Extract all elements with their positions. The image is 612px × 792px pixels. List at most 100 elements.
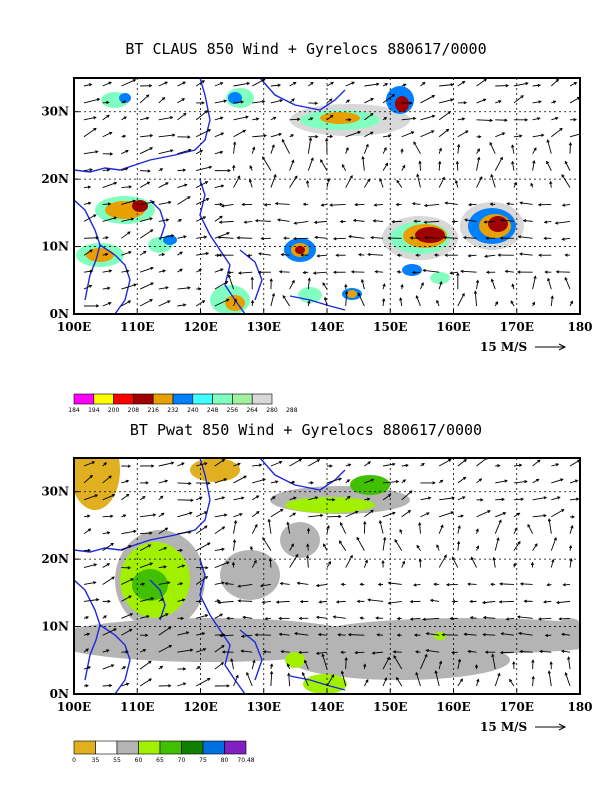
wind-vector (102, 494, 116, 501)
wind-vector (401, 510, 412, 518)
pwat-shading (220, 550, 280, 600)
wind-vector (470, 556, 477, 568)
wind-vector (441, 633, 458, 637)
wind-vector (102, 683, 113, 688)
wind-vector (420, 512, 430, 518)
wind-vector (139, 496, 146, 501)
wind-vector (569, 524, 574, 534)
wind-vector (251, 559, 257, 568)
wind-vector (248, 178, 253, 188)
wind-vector (302, 270, 309, 275)
wind-vector (158, 684, 172, 688)
wind-vector (158, 665, 164, 670)
wind-vector (497, 253, 514, 257)
wind-vector (332, 270, 346, 274)
wind-vector (140, 633, 149, 637)
wind-vector (420, 496, 432, 501)
wind-vector (551, 116, 559, 121)
cloud-shading (228, 92, 242, 104)
wind-vector (315, 651, 328, 655)
wind-vector (411, 270, 421, 275)
wind-vector (121, 79, 137, 87)
wind-vector (214, 684, 230, 688)
wind-vector (177, 582, 184, 586)
wind-vector (495, 479, 508, 484)
wind-vector (439, 98, 454, 104)
wind-vector (177, 98, 186, 104)
wind-vector (476, 156, 481, 171)
wind-vector (121, 545, 132, 552)
wind-vector (363, 663, 367, 670)
wind-vector (232, 164, 236, 171)
wind-vector (438, 459, 452, 467)
wind-vector (308, 117, 314, 121)
wind-vector (102, 202, 112, 206)
wind-vector (102, 563, 111, 568)
wind-vector (233, 674, 239, 687)
wind-vector (345, 174, 353, 188)
wind-vector (158, 626, 172, 636)
wind-vector (382, 116, 388, 121)
wind-vector (522, 219, 533, 223)
wind-vector (438, 111, 452, 121)
wind-vector (463, 632, 477, 636)
wind-vector (158, 269, 167, 273)
wind-vector (121, 566, 132, 570)
wind-vector (139, 181, 151, 188)
wind-vector (214, 82, 224, 87)
wind-vector (482, 600, 496, 605)
wind-vector (490, 173, 496, 188)
wind-vector (434, 670, 440, 687)
wind-vector (442, 236, 458, 240)
wind-vector (513, 463, 523, 467)
wind-vector (177, 196, 191, 205)
colorbar-swatch (73, 740, 96, 755)
wind-vector (102, 216, 118, 222)
wind-vector (436, 544, 440, 551)
wind-vector (400, 283, 404, 290)
colorbar-label: 194 (88, 407, 100, 414)
wind-vector (396, 633, 402, 637)
wind-vector (302, 202, 309, 206)
wind-vector (195, 666, 201, 670)
colorbar-label: 232 (167, 407, 179, 414)
wind-vector (102, 100, 110, 105)
wind-vector (449, 271, 458, 275)
wind-vector (547, 670, 552, 687)
wind-vector (361, 155, 365, 171)
pwat-shading (190, 458, 240, 482)
wind-vector (551, 463, 560, 467)
colorbar-swatch (192, 393, 213, 405)
wind-vector (177, 667, 187, 671)
cloud-shading (430, 272, 450, 284)
wind-vector (260, 236, 271, 241)
wind-vector (177, 548, 184, 552)
wind-vector (252, 117, 260, 121)
wind-vector (356, 536, 365, 551)
wind-vector (429, 598, 440, 603)
panel2-title: BT Pwat 850 Wind + Gyrelocs 880617/0000 (129, 421, 483, 439)
wind-vector (422, 268, 440, 273)
wind-vector (387, 236, 402, 240)
wind-vector (252, 478, 266, 484)
wind-vector (538, 617, 552, 621)
wind-vector (214, 458, 226, 467)
wind-vector (83, 201, 92, 205)
wind-vector (326, 134, 334, 139)
wind-vector (121, 231, 131, 239)
wind-vector (494, 156, 503, 171)
wind-vector (457, 80, 466, 87)
wind-vector (456, 540, 461, 551)
wind-vector (214, 478, 228, 484)
coastline (149, 199, 166, 241)
wind-vector (364, 178, 371, 188)
wind-vector (527, 523, 534, 534)
wind-vector (569, 497, 580, 501)
wind-vector (233, 141, 237, 154)
wind-vector (495, 497, 505, 502)
wind-vector (139, 649, 147, 653)
wind-vector (396, 253, 402, 257)
wind-vector (415, 671, 421, 687)
wind-vector (308, 496, 319, 501)
wind-vector (538, 253, 552, 257)
